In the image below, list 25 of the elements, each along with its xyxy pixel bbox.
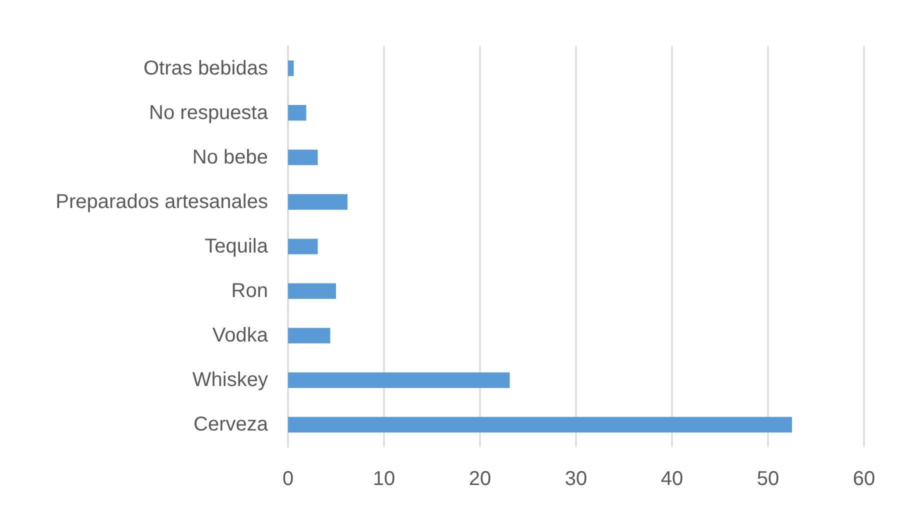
x-tick-label: 60 — [852, 468, 876, 490]
bar — [288, 194, 348, 210]
x-tick-label: 10 — [372, 468, 396, 490]
y-tick-label: No respuesta — [149, 102, 269, 124]
y-tick-label: Otras bebidas — [143, 57, 268, 80]
x-tick-label: 30 — [564, 468, 588, 490]
bar — [288, 60, 294, 76]
y-tick-label: No bebe — [192, 146, 268, 168]
bar — [288, 328, 330, 344]
bar — [288, 283, 336, 299]
x-tick-label: 20 — [468, 468, 492, 490]
bar — [288, 105, 306, 121]
y-tick-label: Whiskey — [192, 369, 268, 392]
bar — [288, 416, 792, 433]
x-tick-label: 40 — [660, 468, 684, 490]
bar — [288, 372, 510, 388]
y-tick-label: Preparados artesanales — [56, 190, 268, 213]
bar — [288, 150, 318, 166]
bar — [288, 238, 318, 254]
x-tick-label: 50 — [756, 468, 780, 490]
y-tick-label: Tequila — [204, 236, 269, 258]
y-tick-label: Vodka — [212, 324, 269, 347]
x-tick-label: 0 — [282, 468, 294, 490]
y-tick-label: Cerveza — [194, 414, 269, 436]
y-tick-label: Ron — [231, 280, 268, 302]
